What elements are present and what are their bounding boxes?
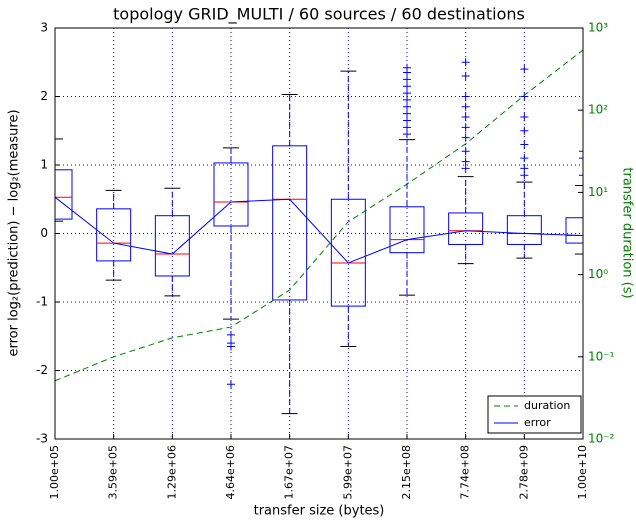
outlier bbox=[520, 126, 529, 135]
x-tick-label: 5.99e+07 bbox=[341, 445, 354, 499]
x-tick-label: 4.64e+06 bbox=[224, 445, 237, 499]
x-tick-label: 1.29e+06 bbox=[165, 445, 178, 499]
box bbox=[213, 162, 249, 227]
box bbox=[55, 169, 73, 220]
outlier bbox=[461, 113, 470, 122]
box bbox=[272, 145, 308, 301]
y-tick-label: 1 bbox=[40, 158, 48, 172]
x-tick-label: 7.74e+08 bbox=[459, 445, 472, 499]
y2-axis-label: transfer duration (s) bbox=[620, 167, 635, 298]
y-tick-label: -1 bbox=[36, 295, 48, 309]
y2-tick-label: 10³ bbox=[588, 21, 608, 35]
x-axis-label: transfer size (bytes) bbox=[254, 504, 385, 519]
y-tick-label: 0 bbox=[40, 226, 48, 240]
y-axis-label: error log₂(prediction) − log₂(measure) bbox=[7, 109, 22, 356]
y2-tick-label: 10⁻² bbox=[588, 432, 615, 446]
outlier bbox=[520, 65, 529, 74]
outlier bbox=[403, 95, 411, 104]
y-tick-label: -2 bbox=[36, 363, 48, 377]
outlier bbox=[461, 102, 470, 111]
error-line bbox=[55, 196, 583, 264]
outlier bbox=[227, 342, 235, 351]
y2-tick-label: 10⁰ bbox=[588, 267, 608, 281]
outlier bbox=[579, 154, 583, 163]
x-tick-label: 2.15e+08 bbox=[400, 445, 413, 499]
chart-title: topology GRID_MULTI / 60 sources / 60 de… bbox=[113, 5, 525, 25]
y2-tick-label: 10⁻¹ bbox=[588, 349, 615, 363]
x-tick-label: 2.78e+09 bbox=[517, 445, 530, 499]
outlier bbox=[403, 89, 411, 98]
outlier bbox=[520, 113, 529, 122]
box bbox=[389, 206, 425, 254]
outlier bbox=[579, 171, 583, 180]
outlier bbox=[579, 147, 583, 156]
plot-area bbox=[55, 49, 583, 415]
x-tick-label: 3.59e+05 bbox=[107, 445, 120, 499]
duration-line bbox=[55, 49, 583, 382]
y-tick-label: 3 bbox=[40, 21, 48, 35]
box bbox=[154, 215, 190, 277]
outlier bbox=[403, 82, 411, 91]
y-tick-label: -3 bbox=[36, 432, 48, 446]
box bbox=[565, 217, 583, 244]
legend bbox=[487, 395, 582, 434]
plot-frame bbox=[54, 27, 584, 440]
x-tick-label: 1.67e+07 bbox=[283, 445, 296, 499]
legend-label: duration bbox=[524, 399, 570, 412]
y2-tick-label: 10² bbox=[588, 103, 608, 117]
outlier bbox=[403, 63, 411, 72]
legend-label: error bbox=[524, 416, 551, 429]
y-tick-label: 2 bbox=[40, 89, 48, 103]
outlier bbox=[403, 102, 411, 111]
outlier bbox=[461, 71, 470, 80]
box bbox=[330, 198, 366, 307]
x-tick-label: 1.00e+10 bbox=[576, 445, 589, 499]
outlier bbox=[461, 58, 470, 67]
x-tick-label: 1.00e+05 bbox=[48, 445, 61, 499]
y2-tick-label: 10¹ bbox=[588, 185, 608, 199]
